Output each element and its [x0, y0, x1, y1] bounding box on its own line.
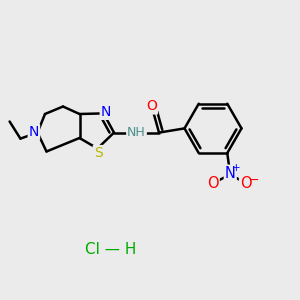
- Text: O: O: [207, 176, 219, 190]
- Text: Cl — H: Cl — H: [85, 242, 137, 256]
- Text: NH: NH: [127, 126, 146, 139]
- Text: O: O: [240, 176, 252, 190]
- Text: O: O: [146, 100, 157, 113]
- Text: N: N: [225, 166, 236, 181]
- Text: −: −: [249, 174, 260, 187]
- Text: N: N: [101, 105, 111, 119]
- Text: S: S: [94, 146, 103, 160]
- Text: +: +: [232, 163, 241, 173]
- Text: N: N: [29, 125, 39, 139]
